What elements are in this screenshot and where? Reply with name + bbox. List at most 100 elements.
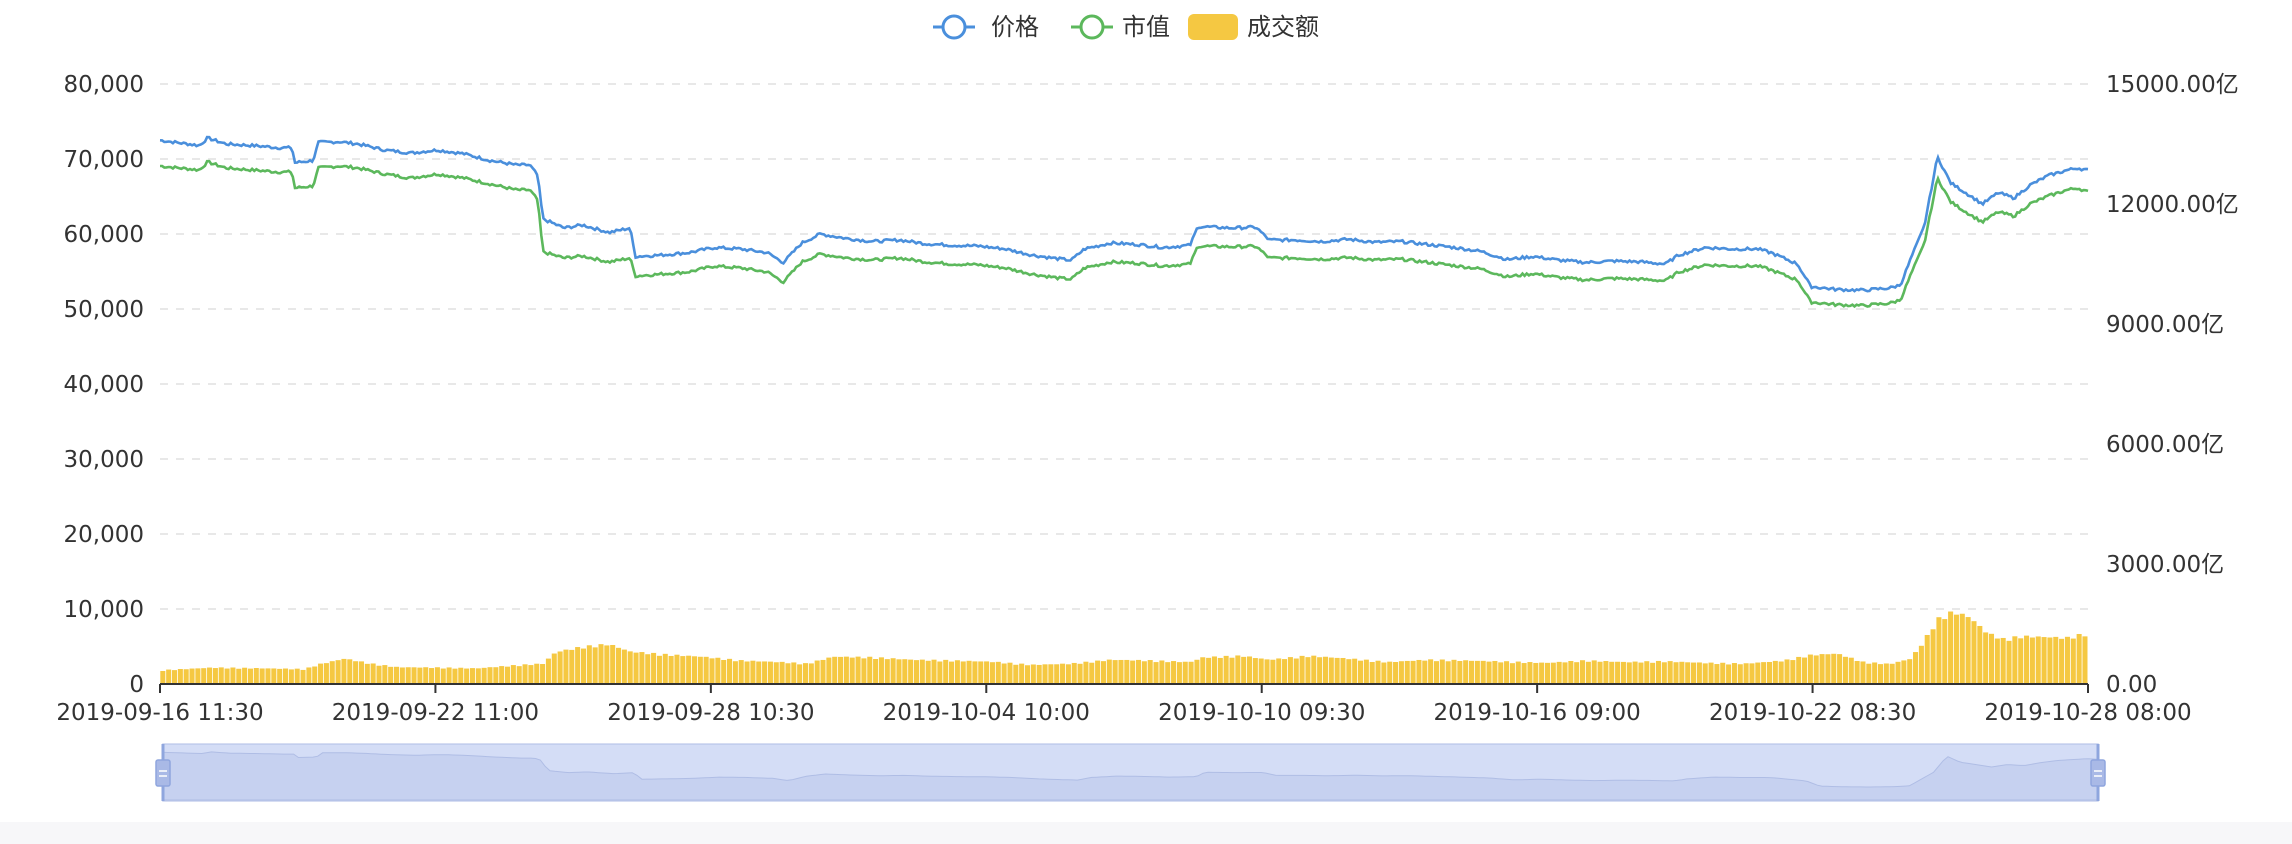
volume-bar bbox=[300, 669, 306, 684]
zoom-slider-left-handle[interactable] bbox=[155, 744, 171, 801]
volume-bar bbox=[785, 663, 791, 684]
volume-bar bbox=[1626, 662, 1632, 684]
legend-label-market-cap: 市值 bbox=[1122, 13, 1170, 41]
volume-bar bbox=[843, 656, 849, 684]
volume-bar bbox=[288, 669, 294, 684]
zoom-slider-preview bbox=[162, 751, 2099, 801]
volume-bar bbox=[1013, 664, 1019, 684]
volume-bar bbox=[867, 656, 873, 684]
volume-bar bbox=[814, 660, 820, 684]
volume-bar bbox=[1831, 653, 1837, 684]
volume-bar bbox=[1720, 662, 1726, 684]
volume-bar bbox=[668, 655, 674, 684]
x-tick-label: 2019-09-22 11:00 bbox=[332, 700, 539, 726]
volume-bar bbox=[510, 665, 516, 684]
volume-bar bbox=[1930, 629, 1936, 684]
volume-bar bbox=[569, 649, 575, 684]
volume-bar bbox=[1387, 661, 1393, 684]
volume-bar bbox=[370, 663, 376, 684]
volume-bar bbox=[2053, 636, 2059, 684]
volume-bar bbox=[616, 647, 622, 684]
volume-bar bbox=[277, 668, 283, 684]
x-tick-label: 2019-09-28 10:30 bbox=[607, 700, 814, 726]
volume-bar bbox=[580, 648, 586, 684]
y-right-tick-label: 0.00 bbox=[2106, 672, 2157, 698]
x-tick-label: 2019-10-22 08:30 bbox=[1709, 700, 1916, 726]
volume-bar bbox=[1393, 662, 1399, 684]
legend-item-market-cap[interactable]: 市值 bbox=[1071, 13, 1170, 41]
volume-bar bbox=[1965, 617, 1971, 684]
y-left-tick-label: 30,000 bbox=[64, 447, 144, 473]
volume-bar bbox=[972, 661, 978, 684]
volume-bar bbox=[1083, 661, 1089, 684]
volume-bar bbox=[306, 667, 312, 684]
volume-bar bbox=[808, 663, 814, 684]
volume-bar bbox=[2029, 637, 2035, 684]
legend-item-volume[interactable]: 成交额 bbox=[1188, 13, 1319, 41]
volume-bar bbox=[1077, 663, 1083, 684]
volume-bar bbox=[393, 666, 400, 684]
volume-bar bbox=[224, 668, 230, 684]
volume-bar bbox=[1556, 661, 1562, 684]
volume-bar bbox=[481, 667, 487, 684]
volume-bar bbox=[1568, 660, 1574, 684]
volume-bar bbox=[1469, 660, 1475, 684]
legend-item-price[interactable]: 价格 bbox=[933, 13, 1039, 41]
y-left-tick-label: 20,000 bbox=[64, 522, 144, 548]
volume-bar bbox=[247, 668, 253, 684]
volume-bars bbox=[160, 611, 2088, 684]
volume-bar bbox=[919, 659, 925, 684]
volume-bar bbox=[1504, 661, 1510, 684]
volume-bar bbox=[1533, 662, 1539, 684]
volume-bar bbox=[423, 667, 429, 684]
y-axis-right-labels: 0.00 3000.00亿 6000.00亿 9000.00亿 12000.00亿 150… bbox=[2106, 72, 2239, 698]
volume-bar bbox=[1135, 659, 1142, 684]
volume-bar bbox=[1060, 663, 1066, 684]
y-left-tick-label: 80,000 bbox=[64, 72, 144, 98]
volume-bar bbox=[1603, 661, 1609, 684]
volume-bar bbox=[1673, 662, 1679, 684]
volume-bar bbox=[1363, 659, 1369, 684]
volume-bar bbox=[703, 656, 709, 684]
series-line-market-cap bbox=[160, 159, 2089, 309]
volume-bar bbox=[1229, 657, 1235, 684]
volume-bar bbox=[797, 664, 803, 684]
volume-bar bbox=[294, 668, 300, 684]
volume-bar bbox=[1661, 662, 1667, 684]
volume-bar bbox=[557, 651, 563, 684]
zoom-slider-selection[interactable] bbox=[163, 744, 2098, 801]
volume-bar bbox=[563, 649, 569, 684]
x-tick-label: 2019-10-04 10:00 bbox=[883, 700, 1090, 726]
volume-bar bbox=[890, 658, 896, 684]
y-left-tick-label: 10,000 bbox=[64, 597, 144, 623]
volume-bar bbox=[212, 668, 218, 684]
volume-bar bbox=[2035, 636, 2041, 684]
volume-bar bbox=[522, 664, 528, 684]
volume-bar bbox=[1948, 611, 1954, 684]
volume-bar bbox=[691, 656, 698, 684]
volume-bar bbox=[434, 667, 440, 684]
volume-bar bbox=[1334, 657, 1340, 684]
y-left-tick-label: 70,000 bbox=[64, 147, 144, 173]
volume-bar bbox=[335, 660, 341, 684]
volume-bar bbox=[1860, 661, 1866, 684]
volume-bar bbox=[1877, 664, 1884, 684]
volume-bar bbox=[382, 665, 388, 684]
zoom-slider[interactable] bbox=[155, 743, 2106, 802]
volume-bar bbox=[1375, 660, 1381, 684]
zoom-slider-right-handle[interactable] bbox=[2090, 744, 2106, 801]
volume-bar bbox=[1445, 661, 1451, 684]
volume-bar bbox=[1591, 660, 1597, 684]
volume-bar bbox=[1019, 663, 1025, 684]
y-right-tick-label: 15000.00亿 bbox=[2106, 72, 2239, 98]
volume-bar bbox=[1328, 657, 1334, 684]
volume-bar bbox=[791, 662, 797, 684]
y-right-tick-label: 12000.00亿 bbox=[2106, 192, 2239, 218]
x-axis-labels: 2019-09-16 11:30 2019-09-22 11:00 2019-09-… bbox=[56, 700, 2191, 726]
volume-bar bbox=[1807, 654, 1813, 684]
volume-bar bbox=[160, 670, 166, 684]
volume-bar bbox=[171, 670, 178, 684]
volume-bar bbox=[937, 661, 943, 684]
volume-bar bbox=[236, 668, 242, 684]
volume-bar bbox=[1655, 660, 1662, 684]
